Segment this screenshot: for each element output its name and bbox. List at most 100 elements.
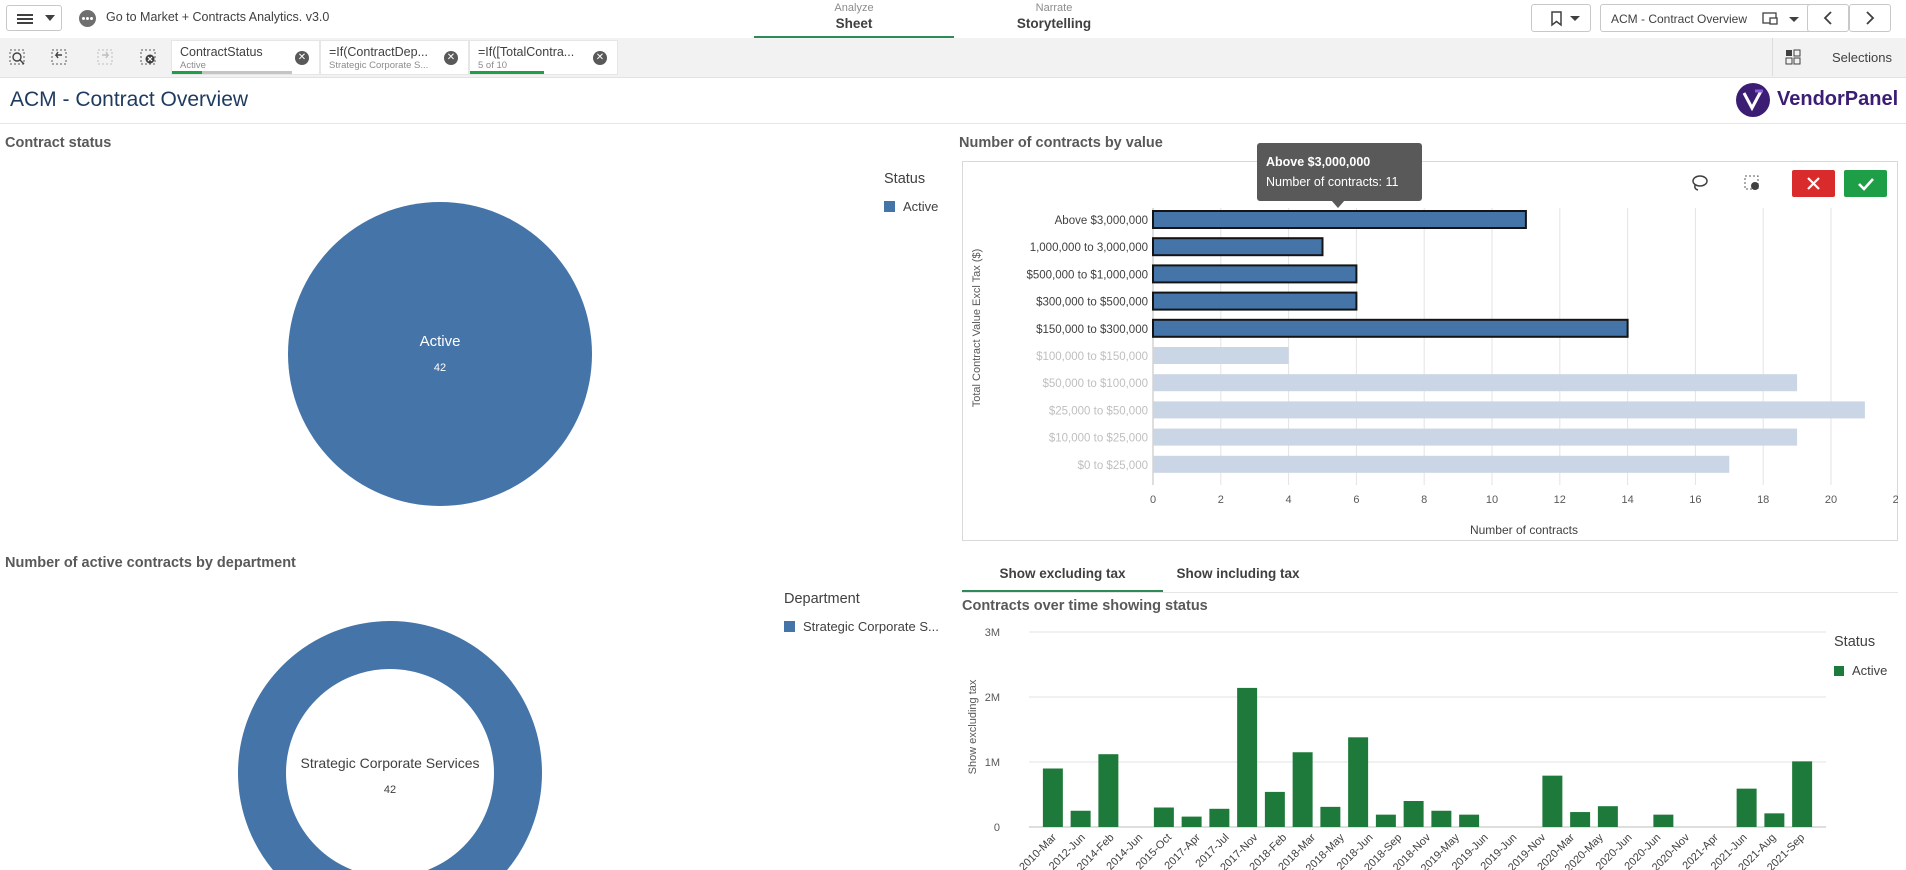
time-bar[interactable] xyxy=(1320,806,1341,827)
close-icon[interactable]: ✕ xyxy=(295,51,309,65)
time-bar[interactable] xyxy=(1237,687,1258,827)
time-bar[interactable] xyxy=(1098,754,1119,827)
selection-chip-department[interactable]: =If(ContractDep... Strategic Corporate S… xyxy=(320,40,469,75)
time-bar[interactable] xyxy=(1348,737,1369,827)
pie-slice-active[interactable] xyxy=(288,202,592,506)
y-tick-label[interactable]: $50,000 to $100,000 xyxy=(1042,378,1148,390)
chip-value: Strategic Corporate S... xyxy=(329,60,429,71)
mode-label: Analyze xyxy=(834,2,874,14)
legend-swatch xyxy=(1834,666,1844,676)
time-bar[interactable] xyxy=(1792,761,1813,827)
time-bar[interactable] xyxy=(1736,788,1757,827)
status-legend-item[interactable]: Active xyxy=(884,199,938,214)
vendorpanel-logo-icon xyxy=(1736,83,1770,117)
time-bar[interactable] xyxy=(1264,791,1285,827)
donut-center-label: Strategic Corporate Services xyxy=(301,755,480,771)
x-tick-label: 4 xyxy=(1286,494,1292,506)
smart-search-icon[interactable] xyxy=(8,48,28,66)
chart-tooltip: Above $3,000,000 Number of contracts: 11 xyxy=(1257,143,1422,201)
value-bar[interactable] xyxy=(1153,374,1798,392)
time-bar[interactable] xyxy=(1459,814,1480,827)
selections-tool-icon xyxy=(1785,49,1801,65)
next-sheet-button[interactable] xyxy=(1849,4,1891,32)
y-tick-label: 0 xyxy=(994,822,1000,834)
lasso-select-button[interactable] xyxy=(1685,168,1715,198)
y-tick-label[interactable]: 1,000,000 to 3,000,000 xyxy=(1030,242,1148,254)
value-chart-box xyxy=(962,161,1898,541)
time-bar[interactable] xyxy=(1570,812,1591,827)
time-bar[interactable] xyxy=(1403,801,1424,827)
y-tick-label[interactable]: $25,000 to $50,000 xyxy=(1049,405,1148,417)
selection-state-bar xyxy=(470,71,544,74)
value-bar[interactable] xyxy=(1153,347,1289,364)
close-icon[interactable]: ✕ xyxy=(593,51,607,65)
contract-status-pie: Active 42 xyxy=(288,202,592,506)
cancel-selection-button[interactable] xyxy=(1792,170,1835,197)
time-bar[interactable] xyxy=(1292,752,1313,827)
selection-chip-totalcontract[interactable]: =If([TotalContra... 5 of 10 ✕ xyxy=(469,40,618,75)
tab-show-including-tax[interactable]: Show including tax xyxy=(1176,566,1300,581)
selection-chip-contractstatus[interactable]: ContractStatus Active ✕ xyxy=(171,40,320,75)
time-bar[interactable] xyxy=(1597,806,1618,827)
time-bar[interactable] xyxy=(1375,814,1396,827)
time-legend-item[interactable]: Active xyxy=(1834,663,1887,678)
time-bar[interactable] xyxy=(1653,814,1674,827)
selections-label: Selections xyxy=(1832,50,1892,65)
x-tick-label: 6 xyxy=(1353,494,1359,506)
step-back-icon[interactable] xyxy=(50,48,70,66)
value-bar[interactable] xyxy=(1152,237,1324,257)
time-bar[interactable] xyxy=(1070,810,1091,827)
app-icon[interactable] xyxy=(79,10,96,27)
x-tick-label: 16 xyxy=(1689,494,1701,506)
tab-analyze-sheet[interactable]: Analyze Sheet xyxy=(754,0,954,38)
y-tick-label[interactable]: $500,000 to $1,000,000 xyxy=(1026,269,1148,281)
donut-slice-strategic-corporate-services[interactable] xyxy=(238,621,542,870)
clear-selection-button[interactable] xyxy=(1737,168,1767,198)
sheet-selector[interactable]: ACM - Contract Overview xyxy=(1600,4,1834,32)
selections-button[interactable]: Selections xyxy=(1772,38,1906,76)
selection-state-bar xyxy=(172,71,202,74)
close-icon[interactable]: ✕ xyxy=(444,51,458,65)
status-legend-title: Status xyxy=(884,171,926,187)
tab-narrate-storytelling[interactable]: Narrate Storytelling xyxy=(954,0,1154,38)
confirm-selection-button[interactable] xyxy=(1844,170,1887,197)
value-bar[interactable] xyxy=(1152,291,1358,311)
slice-value: 42 xyxy=(434,362,446,374)
legend-swatch xyxy=(884,201,895,212)
time-bar[interactable] xyxy=(1181,816,1202,827)
legend-label: Active xyxy=(1852,663,1888,678)
tax-tab-bar: Show excluding tax Show including tax xyxy=(962,555,1898,593)
time-bar[interactable] xyxy=(1153,807,1174,828)
chevron-down-icon xyxy=(45,15,55,21)
legend-label: Active xyxy=(903,199,939,214)
y-tick-label[interactable]: $0 to $25,000 xyxy=(1078,460,1148,472)
previous-sheet-button[interactable] xyxy=(1807,4,1849,32)
clear-all-selections-icon[interactable] xyxy=(139,48,159,66)
value-bar[interactable] xyxy=(1153,401,1865,419)
y-tick-label[interactable]: $300,000 to $500,000 xyxy=(1036,297,1148,309)
sheet-title: ACM - Contract Overview xyxy=(10,88,249,111)
time-bar[interactable] xyxy=(1542,775,1563,827)
value-bar[interactable] xyxy=(1152,210,1527,229)
y-tick-label[interactable]: $150,000 to $300,000 xyxy=(1036,324,1148,336)
value-bar[interactable] xyxy=(1152,318,1629,338)
y-tick-label[interactable]: $10,000 to $25,000 xyxy=(1049,433,1148,445)
main-menu-button[interactable] xyxy=(6,5,62,31)
value-bar[interactable] xyxy=(1153,455,1730,473)
time-bar[interactable] xyxy=(1431,810,1452,827)
department-legend-item[interactable]: Strategic Corporate S... xyxy=(784,619,939,634)
time-bar[interactable] xyxy=(1209,808,1230,827)
y-tick-label: 3M xyxy=(985,627,1000,639)
step-forward-icon[interactable] xyxy=(96,48,116,66)
value-bar[interactable] xyxy=(1152,264,1358,284)
time-bar[interactable] xyxy=(1042,768,1063,828)
bookmark-button[interactable] xyxy=(1531,4,1591,32)
y-tick-label[interactable]: $100,000 to $150,000 xyxy=(1036,351,1148,363)
time-legend-title: Status xyxy=(1834,634,1876,650)
tab-show-excluding-tax[interactable]: Show excluding tax xyxy=(962,555,1163,592)
bookmark-icon xyxy=(1551,11,1580,27)
value-bar[interactable] xyxy=(1153,428,1798,446)
time-bar[interactable] xyxy=(1764,813,1785,827)
y-tick-label[interactable]: Above $3,000,000 xyxy=(1055,215,1148,227)
vendorpanel-logo: VendorPanel xyxy=(1735,82,1898,118)
